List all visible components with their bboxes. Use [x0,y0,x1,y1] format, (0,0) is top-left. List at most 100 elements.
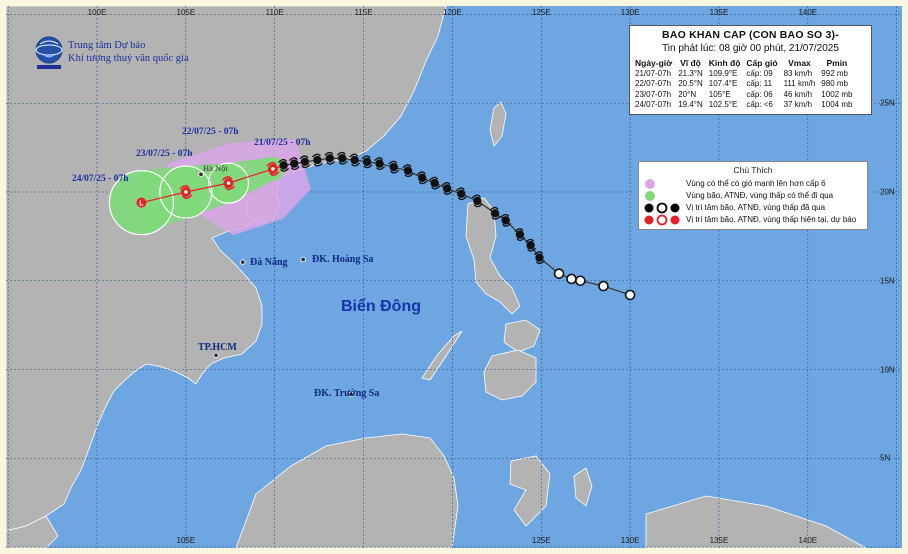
past-track-line [283,157,631,296]
col-vmax: Vmax [788,57,811,68]
past-position-marker [429,176,441,190]
lat-label: 25N [880,98,895,108]
lon-label: 110E [265,8,284,17]
forecast-table-header: Ngày-giờ Vĩ độ Kinh độ Cấp gió Vmax Pmin [632,57,855,68]
forecast-label-24: 24/07/25 - 07h [72,174,129,184]
place-marker-dot [300,256,306,263]
past-position-marker [441,182,453,195]
past-position-marker [349,153,361,167]
cell-vmax: 37 km/h [783,100,813,110]
past-position-marker [471,194,483,208]
cell-lat: 19.4°N [678,100,703,110]
cell-lat: 21.3°N [678,68,703,78]
lon-label: 130E [620,8,640,17]
cell-time: 21/07-07h [635,68,672,78]
table-row: 21/07-07h 21.3°N 109.9°E cấp: 09 83 km/h… [632,68,855,79]
forecast-label-21: 21/07/25 - 07h [254,138,311,148]
storm-cone-segment [185,163,229,218]
lon-label: 100E [87,8,107,17]
past-position-marker [525,238,537,252]
storm-map: L [6,6,902,548]
storm-track: L [136,151,636,301]
land-taiwan [489,101,507,147]
past-position-marker [553,268,565,279]
land-maluku [573,467,593,507]
cell-lon: 102.5°E [708,100,738,110]
past-position-marker [324,151,336,165]
legend-label: Vị trí tâm bão, ATNĐ, vùng thấp hiện tại… [686,215,857,224]
map-legend: Chú Thích Vùng có thể có gió mạnh lên hơ… [638,161,868,230]
col-pmin: Pmin [826,57,848,68]
cell-time: 22/07-07h [635,79,672,89]
past-position-marker [534,251,545,265]
past-position-marker [624,289,636,301]
land-sulawesi [509,455,551,527]
past-position-marker [374,157,386,170]
past-position-marker [575,275,586,287]
place-hoangsa: ĐK. Hoàng Sa [312,254,374,265]
lon-label-bottom: 125E [531,536,551,545]
lon-label-bottom: 140E [798,536,818,545]
lon-label: 140E [798,8,818,17]
past-position-marker [288,157,300,170]
cell-level: cấp: 09 [746,68,773,78]
place-hanoi: Hà Nội [203,163,228,173]
lon-label-bottom: 135E [709,536,729,545]
cell-level: cấp: 11 [746,79,773,89]
lat-label: 10N [880,365,895,374]
agency-line2: Khí tượng thuỷ văn quốc gia [68,53,189,64]
place-marker-dot [213,352,219,358]
lon-label-bottom: 130E [620,536,640,545]
past-position-marker [388,160,400,174]
lat-label: 20N [880,187,895,197]
land-mindanao [483,349,537,401]
agency-logo [35,36,63,69]
forecast-position-marker [179,185,193,199]
warning-info-box: BAO KHAN CAP (CON BAO SO 3)- Tin phát lú… [629,25,872,115]
sea-label: Biển Đông [341,298,421,315]
place-markers [198,171,354,398]
past-storm-symbols-icon [644,202,680,214]
forecast-position-marker [221,176,236,191]
past-position-marker [299,155,311,169]
place-truongsa: ĐK. Trường Sa [314,388,380,399]
past-position-marker [336,151,348,165]
col-lon: Kinh độ [708,57,741,68]
legend-title: Chú Thích [733,165,773,175]
place-marker-dot [348,391,354,398]
lon-label: 135E [709,8,729,17]
svg-text:L: L [139,201,144,208]
place-marker-dot [240,259,246,265]
table-row: 22/07-07h 20.5°N 107.4°E cấp: 11 111 km/… [632,79,855,90]
place-marker-dot [198,171,204,177]
green-circle-icon [645,191,655,201]
forecast-radius-ring [108,170,175,236]
past-position-marker [489,206,501,220]
cell-vmax: 46 km/h [783,89,813,99]
table-row: 24/07-07h 19.4°N 102.5°E cấp: <6 37 km/h… [632,100,855,111]
forecast-radius-ring [159,165,213,219]
cell-lat: 20.5°N [678,79,703,89]
lon-label: 120E [443,8,462,17]
cell-vmax: 83 km/h [783,68,813,78]
legend-label: Vị trí tâm bão, ATNĐ, vùng thấp đã qua [686,203,826,212]
cell-pmin: 1002 mb [821,89,853,99]
past-position-marker [500,214,512,227]
forecast-label-23: 23/07/25 - 07h [136,149,193,159]
past-position-marker [514,228,526,241]
lon-label: 125E [531,8,551,17]
cell-lon: 105°E [708,89,731,99]
storm-cone-segment [228,156,273,204]
cell-lon: 107.4°E [708,79,738,89]
cell-level: cấp: <6 [746,100,773,110]
past-position-marker [598,280,609,292]
past-position-marker [311,153,323,167]
cell-level: cấp: 06 [746,89,773,99]
cell-pmin: 992 mb [821,68,848,78]
lon-label-bottom: 105E [176,536,196,545]
forecast-position-marker [266,161,280,176]
cell-pmin: 1004 mb [821,100,853,110]
land-sumatra [6,515,59,548]
land-new-guinea [645,495,867,548]
past-position-marker [278,158,290,172]
